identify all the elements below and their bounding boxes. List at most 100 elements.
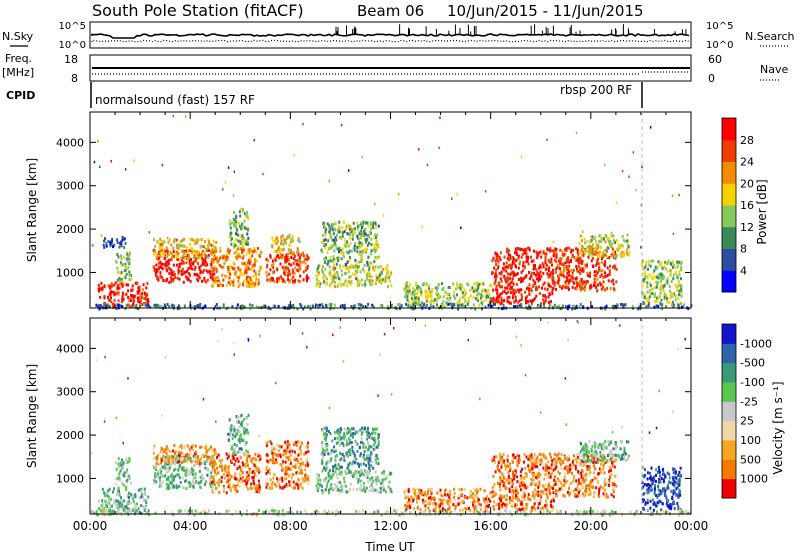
scatter-cell (374, 488, 377, 492)
scatter-cell (246, 210, 249, 214)
scatter-cell (593, 237, 596, 241)
scatter-cell (364, 279, 367, 283)
scatter-cell (365, 445, 367, 449)
scatter-cell (588, 274, 591, 278)
scatter-cell (100, 281, 103, 285)
scatter-cell (632, 151, 635, 154)
scatter-cell (109, 286, 112, 290)
scatter-cell (639, 303, 642, 306)
scatter-cell (289, 249, 292, 253)
scatter-cell (287, 278, 289, 281)
scatter-cell (364, 470, 367, 474)
scatter-cell (160, 262, 163, 266)
scatter-cell (368, 457, 371, 461)
scatter-cell (110, 285, 113, 289)
scatter-cell (449, 489, 452, 493)
scatter-cell (427, 496, 430, 500)
scatter-cell (374, 458, 377, 462)
scatter-cell (596, 261, 599, 265)
scatter-cell (294, 254, 296, 258)
scatter-cell (307, 441, 310, 445)
scatter-cell (367, 454, 370, 458)
scatter-cell (533, 272, 536, 275)
scatter-cell (275, 255, 278, 259)
scatter-cell (460, 226, 462, 229)
scatter-cell (583, 283, 586, 287)
scatter-cell (365, 305, 368, 309)
scatter-cell (492, 271, 495, 275)
scatter-cell (98, 284, 101, 288)
scatter-cell (337, 282, 340, 286)
scatter-cell (590, 253, 593, 257)
scatter-cell (228, 219, 231, 223)
scatter-cell (257, 278, 260, 282)
scatter-cell (160, 461, 163, 465)
scatter-cell (303, 258, 306, 262)
scatter-cell (242, 438, 245, 442)
scatter-cell (294, 455, 297, 459)
scatter-cell (282, 468, 285, 472)
scatter-cell (231, 305, 234, 309)
scatter-cell (359, 428, 362, 432)
scatter-cell (560, 262, 563, 266)
scatter-cell (367, 457, 370, 460)
scatter-cell (527, 262, 530, 266)
scatter-cell (413, 296, 416, 300)
scatter-cell (215, 269, 218, 273)
scatter-cell (210, 471, 213, 475)
scatter-cell (213, 483, 216, 487)
scatter-cell (300, 463, 303, 467)
scatter-cell (354, 470, 357, 474)
scatter-cell (381, 486, 384, 490)
scatter-cell (554, 247, 557, 251)
scatter-cell (215, 259, 218, 263)
scatter-cell (660, 272, 663, 276)
scatter-cell (280, 235, 283, 239)
scatter-cell (659, 302, 662, 306)
scatter-cell (234, 472, 237, 476)
scatter-cell (590, 239, 593, 242)
scatter-cell (111, 290, 114, 294)
scatter-cell (551, 276, 554, 280)
scatter-cell (284, 260, 287, 264)
scatter-cell (160, 246, 163, 250)
scatter-cell (390, 284, 393, 288)
scatter-cell (209, 485, 212, 488)
scatter-cell (101, 487, 104, 491)
scatter-cell (180, 444, 183, 448)
scatter-cell (247, 228, 249, 232)
scatter-cell (276, 268, 279, 272)
scatter-cell (533, 266, 536, 270)
scatter-cell (316, 278, 318, 282)
scatter-cell (107, 295, 109, 299)
scatter-cell (330, 281, 333, 285)
scatter-cell (368, 241, 370, 245)
scatter-cell (165, 486, 168, 490)
scatter-cell (370, 445, 373, 449)
scatter-cell (190, 307, 193, 311)
scatter-cell (234, 477, 237, 481)
scatter-cell (157, 265, 160, 269)
scatter-cell (511, 290, 514, 294)
scatter-cell (235, 270, 238, 274)
scatter-cell (235, 225, 238, 229)
scatter-cell (654, 280, 657, 284)
scatter-cell (303, 463, 306, 467)
scatter-cell (114, 292, 117, 296)
scatter-cell (446, 293, 449, 296)
scatter-cell (174, 474, 177, 478)
scatter-cell (674, 294, 677, 298)
scatter-cell (228, 464, 231, 468)
scatter-cell (162, 248, 165, 252)
scatter-cell (122, 461, 125, 465)
scatter-cell (161, 480, 164, 484)
scatter-cell (652, 292, 655, 296)
scatter-cell (348, 461, 351, 465)
scatter-cell (135, 303, 138, 307)
scatter-cell (165, 477, 168, 481)
scatter-cell (422, 282, 425, 286)
scatter-cell (612, 265, 614, 269)
scatter-cell (572, 280, 575, 284)
scatter-cell (250, 460, 253, 464)
